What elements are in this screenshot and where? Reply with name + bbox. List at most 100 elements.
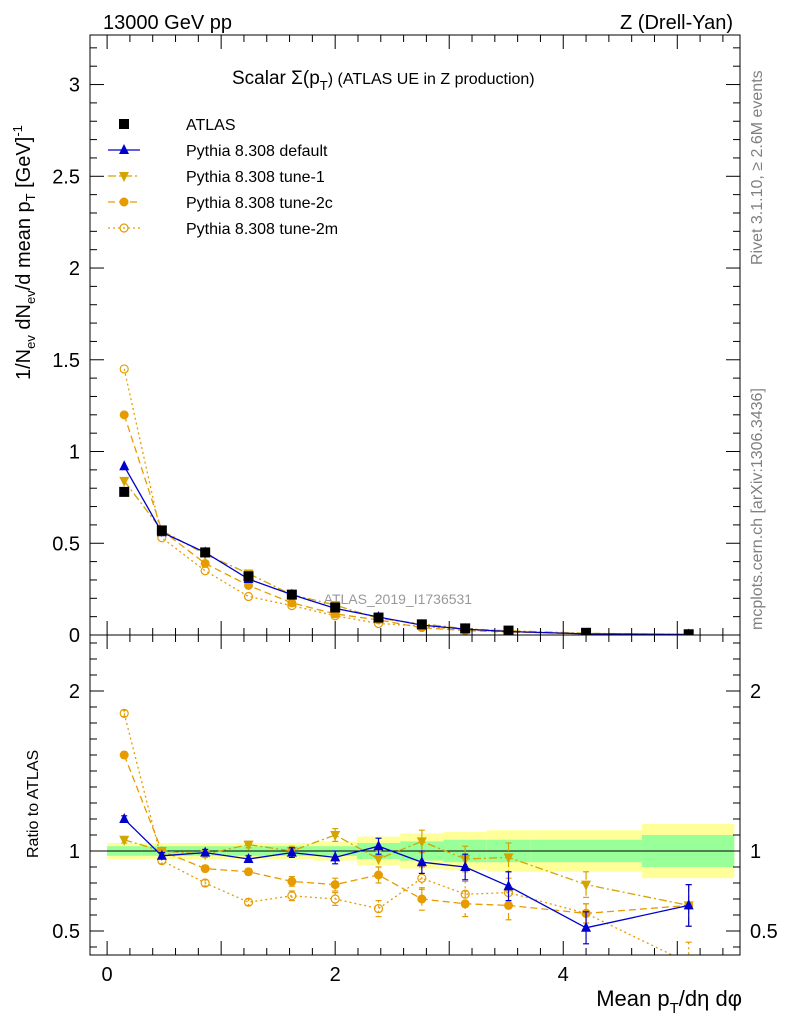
series-2-ratio-point xyxy=(330,831,341,841)
series-1-ratio-point xyxy=(373,840,384,851)
legend-label-3: Pythia 8.308 tune-2c xyxy=(186,195,333,212)
series-4-point xyxy=(200,566,210,576)
y-axis-label: 1/Nev dNev/d mean pT [GeV]-1 xyxy=(10,125,38,380)
series-1-ratio-point xyxy=(330,851,341,862)
legend-label-2: Pythia 8.308 tune-1 xyxy=(186,169,325,186)
y-tick-label: 0 xyxy=(69,625,80,647)
series-3-line xyxy=(123,414,689,635)
analysis-watermark: ATLAS_2019_I1736531 xyxy=(324,591,473,607)
series-4-ratio-point xyxy=(373,903,384,914)
series-1-ratio-point xyxy=(119,813,130,823)
header-energy: 13000 GeV pp xyxy=(103,12,232,34)
series-3-point xyxy=(119,410,129,420)
legend-marker-2 xyxy=(119,172,129,182)
ratio-plot-area xyxy=(119,708,694,955)
series-1-ratio-point xyxy=(503,880,514,891)
main-plot-area xyxy=(119,364,694,635)
series-3-ratio-line xyxy=(123,754,689,915)
series-0-point xyxy=(286,589,297,600)
series-4-point xyxy=(243,591,254,602)
series-1-point xyxy=(119,460,130,471)
series-4-ratio-point xyxy=(243,897,254,907)
series-2-ratio-point xyxy=(119,835,130,846)
series-2-ratio-point xyxy=(503,853,514,864)
series-0-point xyxy=(156,525,167,536)
series-3-ratio-point xyxy=(200,864,210,874)
x-tick-label: 2 xyxy=(330,964,341,986)
series-3-ratio-point xyxy=(504,900,514,910)
y-tick-label: 0.5 xyxy=(52,533,80,555)
series-4-ratio-point xyxy=(200,878,210,888)
legend-label-4: Pythia 8.308 tune-2m xyxy=(186,221,338,238)
series-0-point xyxy=(460,623,471,634)
series-2-ratio-point xyxy=(416,837,427,848)
x-axis-label: Mean pT/dη dφ xyxy=(596,986,742,1017)
series-2-point xyxy=(119,476,130,487)
series-1-ratio-point xyxy=(156,849,167,860)
series-2-ratio-point xyxy=(243,840,254,851)
legend-label-0: ATLAS xyxy=(186,117,236,134)
series-4-ratio-line xyxy=(123,713,674,955)
y-tick-label: 1.5 xyxy=(52,350,80,372)
ratio-tick-label: 1 xyxy=(69,841,80,863)
ratio-frame xyxy=(89,634,741,956)
series-1-ratio-point xyxy=(683,899,694,910)
x-tick-label: 4 xyxy=(558,964,569,986)
series-3-ratio-point xyxy=(330,880,340,890)
legend-label-1: Pythia 8.308 default xyxy=(186,143,328,160)
y-tick-label: 3 xyxy=(69,75,80,97)
ratio-tick-label: 2 xyxy=(69,681,80,703)
series-0-point xyxy=(683,629,694,635)
legend-marker-1 xyxy=(119,144,129,154)
series-1-line xyxy=(123,465,689,635)
series-4-ratio-point xyxy=(287,891,297,901)
legend-marker-4 xyxy=(119,223,129,233)
series-2-line xyxy=(123,480,689,635)
y-tick-label: 2 xyxy=(69,258,80,280)
series-3-point xyxy=(244,580,254,590)
series-3-point xyxy=(200,558,210,568)
series-4-point xyxy=(119,364,129,374)
series-0-point xyxy=(119,486,130,497)
series-0-point xyxy=(200,547,211,558)
ratio-tick-label-right: 0.5 xyxy=(750,921,778,943)
x-tick-label: 0 xyxy=(102,964,113,986)
series-1-ratio-point xyxy=(416,856,427,867)
legend-marker-3 xyxy=(119,197,129,207)
series-2-ratio-point xyxy=(373,855,384,865)
series-0-point xyxy=(373,612,384,623)
series-3-point xyxy=(287,598,297,608)
series-3-ratio-point xyxy=(287,876,297,886)
series-1-ratio-line xyxy=(123,818,689,929)
series-4-ratio-point xyxy=(460,889,470,899)
series-3-ratio-point xyxy=(417,894,427,904)
series-3-ratio-point xyxy=(374,870,384,880)
y-tick-label: 1 xyxy=(69,442,80,464)
series-0-point xyxy=(503,625,514,635)
ratio-tick-label-right: 2 xyxy=(750,681,761,703)
series-1-ratio-point xyxy=(243,853,254,863)
series-0-point xyxy=(416,619,427,630)
chart-title: Scalar Σ(pT) (ATLAS UE in Z production) xyxy=(232,68,535,93)
legend-marker-0 xyxy=(119,119,129,129)
ratio-tick-label-right: 1 xyxy=(750,841,761,863)
series-3-ratio-point xyxy=(244,867,254,877)
mcplots-credit: mcplots.cern.ch [arXiv:1306.3436] xyxy=(749,388,766,630)
ratio-tick-label: 0.5 xyxy=(52,921,80,943)
y-tick-label: 2.5 xyxy=(52,166,80,188)
series-1-ratio-point xyxy=(286,846,297,857)
rivet-version: Rivet 3.1.10, ≥ 2.6M events xyxy=(749,70,766,265)
series-4-ratio-point xyxy=(330,894,340,904)
series-3-ratio-point xyxy=(460,899,470,909)
series-0-point xyxy=(330,602,341,613)
series-1-ratio-point xyxy=(200,846,211,857)
ratio-axis-label: Ratio to ATLAS xyxy=(25,750,42,858)
series-1-ratio-point xyxy=(460,861,471,871)
series-3-ratio-point xyxy=(119,750,129,760)
series-4-ratio-point xyxy=(119,708,129,719)
series-0-point xyxy=(243,571,254,582)
series-2-ratio-point xyxy=(581,880,592,891)
series-4-ratio-point xyxy=(417,873,427,883)
header-process: Z (Drell-Yan) xyxy=(620,12,733,34)
